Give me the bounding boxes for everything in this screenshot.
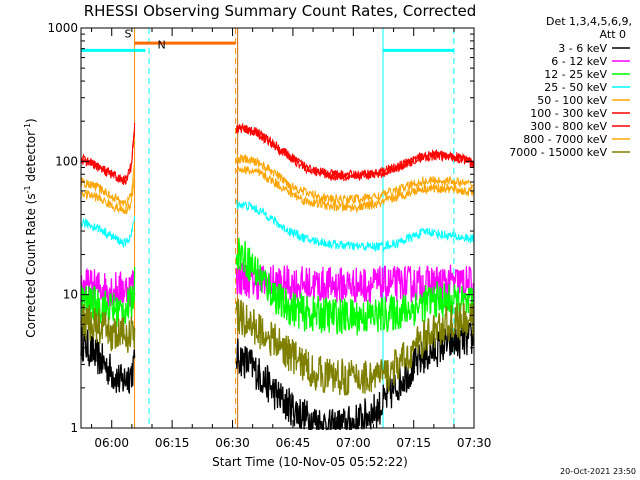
series-line (80, 122, 136, 186)
y-tick-label: 1 (70, 421, 78, 435)
series-line (80, 164, 136, 208)
series-line (235, 165, 475, 214)
legend-header-detectors: Det 1,3,4,5,6,9, (546, 15, 632, 28)
series-layer (80, 122, 475, 431)
series-line (235, 262, 475, 305)
x-tick-label: 06:30 (215, 436, 250, 450)
y-tick-label: 10 (63, 288, 78, 302)
legend-entry-label: 3 - 6 keV (558, 42, 607, 55)
saa-marker-label: S (124, 27, 131, 40)
x-tick-label: 06:00 (94, 436, 129, 450)
y-tick-label: 1000 (47, 21, 78, 35)
series-line (235, 320, 475, 431)
x-tick-label: 06:15 (155, 436, 190, 450)
series-line (235, 298, 475, 396)
plot-frame (80, 27, 475, 429)
x-tick-label: 07:15 (396, 436, 431, 450)
y-tick-label: 100 (55, 154, 78, 168)
y-axis-label: Corrected Count Rate (s-1 detector-1) (23, 118, 38, 337)
series-line (235, 153, 475, 205)
print-timestamp: 20-Oct-2021 23:50 (560, 467, 636, 476)
axes: 1 10 100 1000 06:00 06:15 06:30 06:45 07:00 07:15… (47, 21, 491, 450)
series-line (80, 177, 136, 215)
legend-entry-label: 300 - 800 keV (530, 120, 607, 133)
legend-entry-label: 7000 - 15000 keV (509, 146, 607, 159)
legend-entry-label: 6 - 12 keV (551, 55, 607, 68)
chart-title: RHESSI Observing Summary Count Rates, Co… (84, 2, 477, 20)
legend-entry-label: 100 - 300 keV (530, 107, 607, 120)
legend-header-attenuator: Att 0 (600, 28, 626, 41)
x-tick-label: 07:00 (336, 436, 371, 450)
series-line (235, 237, 475, 336)
series-line (80, 303, 136, 353)
series-line (80, 325, 136, 395)
legend-entry-label: 800 - 7000 keV (523, 133, 607, 146)
x-tick-label: 06:45 (276, 436, 311, 450)
x-axis-label: Start Time (10-Nov-05 05:52:22) (212, 455, 408, 469)
legend-entry-label: 50 - 100 keV (537, 94, 607, 107)
legend-entry-label: 25 - 50 keV (544, 81, 607, 94)
series-line (80, 216, 136, 248)
overlay-layer: SN (81, 27, 455, 428)
night-marker-label: N (158, 39, 166, 52)
x-tick-label: 07:30 (457, 436, 492, 450)
series-line (235, 199, 475, 253)
series-line (80, 130, 136, 185)
series-line (80, 267, 136, 308)
series-line (235, 124, 475, 182)
legend-entry-label: 12 - 25 keV (544, 68, 607, 81)
